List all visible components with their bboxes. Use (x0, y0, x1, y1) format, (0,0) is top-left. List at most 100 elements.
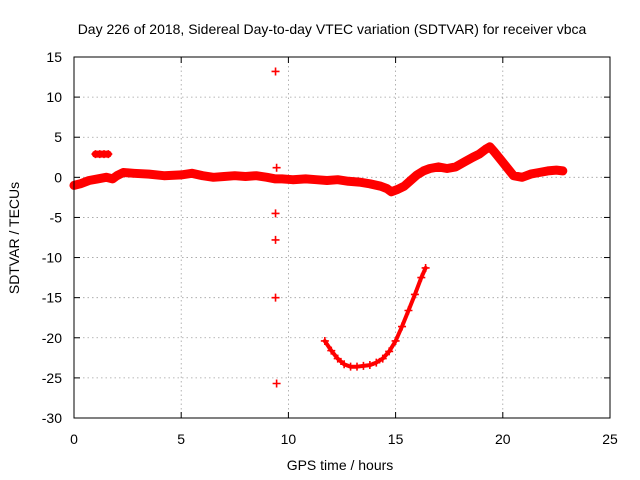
data-point (320, 336, 329, 345)
data-point (333, 354, 342, 363)
plot-frame (73, 56, 611, 419)
axis-ticks: 0 5 10 15 20 25 -30 -25 -20 -15 -10 -5 0 5 10 15 (42, 49, 618, 447)
data-point (322, 176, 331, 185)
data-point (355, 178, 364, 187)
data-point (198, 171, 207, 180)
data-point (241, 172, 250, 181)
y-tick-label: 10 (46, 89, 62, 105)
data-point (378, 354, 387, 363)
data-point (230, 171, 239, 180)
data-point (220, 172, 229, 181)
data-point (518, 173, 527, 182)
data-point (421, 263, 430, 272)
outlier-point (272, 163, 281, 172)
y-tick-label: -5 (50, 209, 63, 225)
data-point (333, 175, 342, 184)
data-point (398, 322, 407, 331)
data-point (490, 147, 499, 156)
data-point (400, 182, 409, 191)
data-point (526, 170, 535, 179)
data-point (468, 153, 477, 162)
data-point (262, 173, 271, 182)
data-point (413, 170, 422, 179)
data-point (496, 155, 505, 164)
data-point (365, 179, 374, 188)
chart-title: Day 226 of 2018, Sidereal Day-to-day VTE… (78, 21, 587, 37)
outlier-point (271, 293, 280, 302)
data-point (327, 346, 336, 355)
x-tick-label: 10 (281, 431, 297, 447)
data-point (406, 176, 415, 185)
data-point (558, 166, 567, 175)
data-point (391, 336, 400, 345)
data-point (104, 150, 113, 159)
data-point (387, 187, 396, 196)
series-arc-band (322, 266, 428, 369)
x-tick-label: 25 (602, 431, 618, 447)
data-point (475, 150, 484, 159)
data-point (417, 273, 426, 282)
data-point (393, 185, 402, 194)
y-tick-label: 15 (46, 49, 62, 65)
data-point (344, 177, 353, 186)
outlier-point (272, 379, 281, 388)
y-tick-label: -30 (42, 410, 62, 426)
data-point (404, 306, 413, 315)
series-main-band (69, 142, 568, 197)
data-point (451, 162, 460, 171)
data-point (434, 162, 443, 171)
data-point (119, 168, 128, 177)
y-axis-label: SDTVAR / TECUs (6, 182, 22, 294)
data-point (312, 175, 321, 184)
data-point (160, 171, 169, 180)
data-point (93, 174, 102, 183)
data-point (372, 358, 381, 367)
y-tick-label: 0 (54, 169, 62, 185)
data-point (359, 361, 368, 370)
data-point (301, 174, 310, 183)
data-point (385, 347, 394, 356)
data-point (365, 361, 374, 370)
data-point (509, 171, 518, 180)
data-point (552, 166, 561, 175)
data-point (460, 158, 469, 167)
x-tick-label: 15 (388, 431, 404, 447)
data-point (481, 145, 490, 154)
x-tick-label: 5 (177, 431, 185, 447)
data-point (383, 184, 392, 193)
data-point (443, 164, 452, 173)
data-point (277, 174, 286, 183)
data-point (543, 166, 552, 175)
y-tick-label: -10 (42, 250, 62, 266)
y-tick-label: -25 (42, 370, 62, 386)
data-point (177, 170, 186, 179)
y-tick-label: -15 (42, 290, 62, 306)
data-point (485, 142, 494, 151)
y-tick-label: 5 (54, 129, 62, 145)
data-point (288, 175, 297, 184)
data-point (130, 169, 139, 178)
data-point (376, 182, 385, 191)
data-point (410, 290, 419, 299)
data-point (425, 164, 434, 173)
data-point (112, 171, 121, 180)
data-point (340, 360, 349, 369)
data-point (102, 173, 111, 182)
data-point (209, 173, 218, 182)
x-axis-label: GPS time / hours (287, 457, 394, 473)
data-point (108, 174, 117, 183)
data-point (419, 166, 428, 175)
outlier-point (271, 235, 280, 244)
plot-area (69, 67, 568, 388)
data-point (85, 176, 94, 185)
data-point (503, 163, 512, 172)
outlier-point (271, 209, 280, 218)
data-point (187, 169, 196, 178)
x-tick-label: 20 (495, 431, 511, 447)
data-point (76, 179, 85, 188)
outlier-point (271, 67, 280, 76)
data-point (252, 171, 261, 180)
x-tick-label: 0 (70, 431, 78, 447)
data-point (145, 170, 154, 179)
